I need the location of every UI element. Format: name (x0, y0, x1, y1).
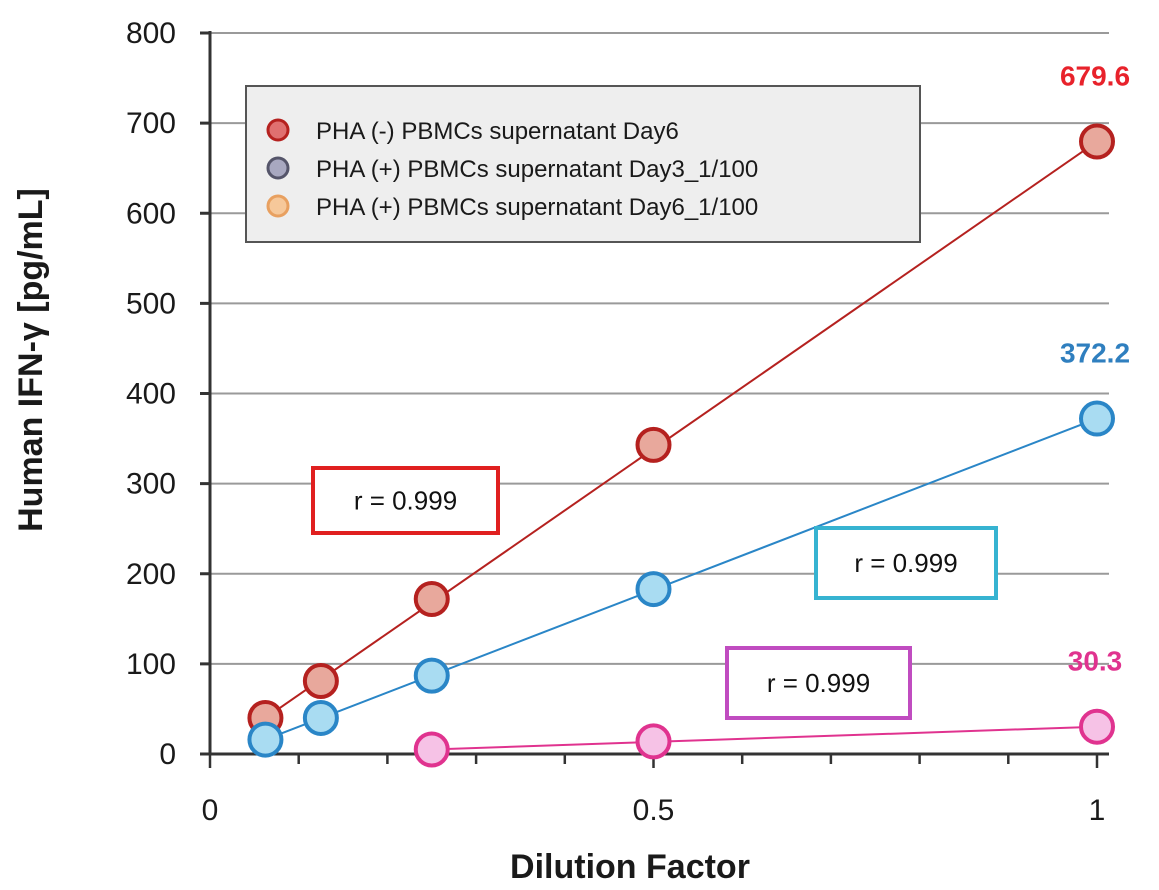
series-lines (264, 140, 1098, 751)
data-point (1079, 400, 1115, 437)
y-tick-label: 200 (126, 558, 176, 591)
r-value-box (311, 466, 500, 535)
data-point (247, 721, 284, 758)
end-value-label: 679.6 (1060, 61, 1130, 92)
r-value-label: r = 0.999 (354, 486, 457, 516)
y-tick-label: 300 (126, 468, 176, 501)
y-tick-label: 800 (126, 17, 176, 50)
legend-label: PHA (+) PBMCs supernatant Day3_1/100 (316, 156, 758, 183)
data-point (1079, 708, 1115, 745)
legend-box (245, 85, 921, 243)
data-point (413, 657, 450, 694)
y-tick-label: 700 (126, 107, 176, 140)
series-line-1 (264, 140, 1098, 719)
legend-marker (266, 194, 290, 218)
legend-marker (266, 156, 290, 180)
legend-label: PHA (-) PBMCs supernatant Day6 (316, 118, 679, 145)
data-point (635, 571, 672, 608)
data-point (413, 580, 450, 617)
data-point (635, 426, 672, 463)
series-line-3 (431, 725, 1098, 751)
y-tick-label: 600 (126, 197, 176, 230)
data-points (247, 123, 1115, 768)
y-axis-title: Human IFN-γ [pg/mL] (12, 188, 50, 532)
y-tick-labels: 0 100 200 300 400 500 600 700 800 (126, 17, 176, 771)
data-point (1079, 123, 1115, 160)
x-tick-label: 0.5 (633, 794, 675, 827)
annotations: 679.6 372.2 30.3 r = 0.999 r = 0.999 r = 0.99… (311, 61, 1130, 720)
r-value-label: r = 0.999 (854, 548, 957, 578)
r-value-box (814, 526, 998, 600)
legend: PHA (-) PBMCs supernatant Day6 PHA (+) PB… (245, 85, 921, 243)
series-line-2 (265, 417, 1098, 741)
r-value-label: r = 0.999 (767, 668, 870, 698)
x-tick-label: 0 (202, 794, 219, 827)
x-tick-label: 1 (1089, 794, 1106, 827)
legend-marker (266, 118, 290, 142)
end-value-label: 30.3 (1068, 646, 1123, 677)
end-value-label: 372.2 (1060, 338, 1130, 369)
x-axis-title: Dilution Factor (510, 848, 750, 886)
data-point (302, 662, 339, 699)
r-value-box (725, 646, 912, 720)
legend-label: PHA (+) PBMCs supernatant Day6_1/100 (316, 194, 758, 221)
y-tick-label: 0 (159, 738, 176, 771)
data-point (635, 723, 672, 760)
y-tick-label: 100 (126, 648, 176, 681)
y-tick-label: 400 (126, 378, 176, 411)
data-point (302, 699, 339, 736)
y-tick-label: 500 (126, 287, 176, 320)
x-tick-labels: 0 0.5 1 (202, 794, 1106, 827)
data-point (413, 731, 450, 768)
